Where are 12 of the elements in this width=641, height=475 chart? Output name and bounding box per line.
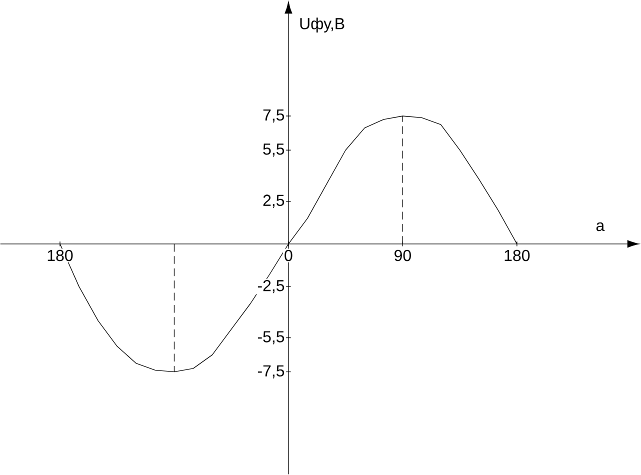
y-tick-label: 2,5 (263, 194, 284, 208)
x-tick-label: 0 (284, 250, 292, 262)
y-tick-label: -5,5 (258, 331, 284, 344)
y-axis-title: Uфу,В (300, 18, 344, 33)
x-axis-title: a (596, 222, 605, 232)
y-tick-label: -7,5 (258, 366, 284, 379)
y-tick-label: -2,5 (258, 280, 284, 294)
x-tick-label: 180 (48, 250, 73, 262)
y-tick-label: 5,5 (263, 144, 284, 157)
x-tick-label: 90 (394, 250, 411, 262)
y-tick-label: 7,5 (263, 110, 284, 123)
x-tick-label: 180 (504, 250, 530, 262)
